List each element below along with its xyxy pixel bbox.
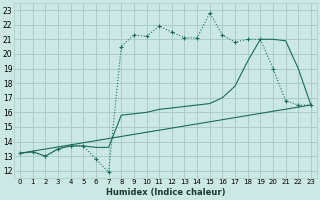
X-axis label: Humidex (Indice chaleur): Humidex (Indice chaleur) xyxy=(106,188,225,197)
